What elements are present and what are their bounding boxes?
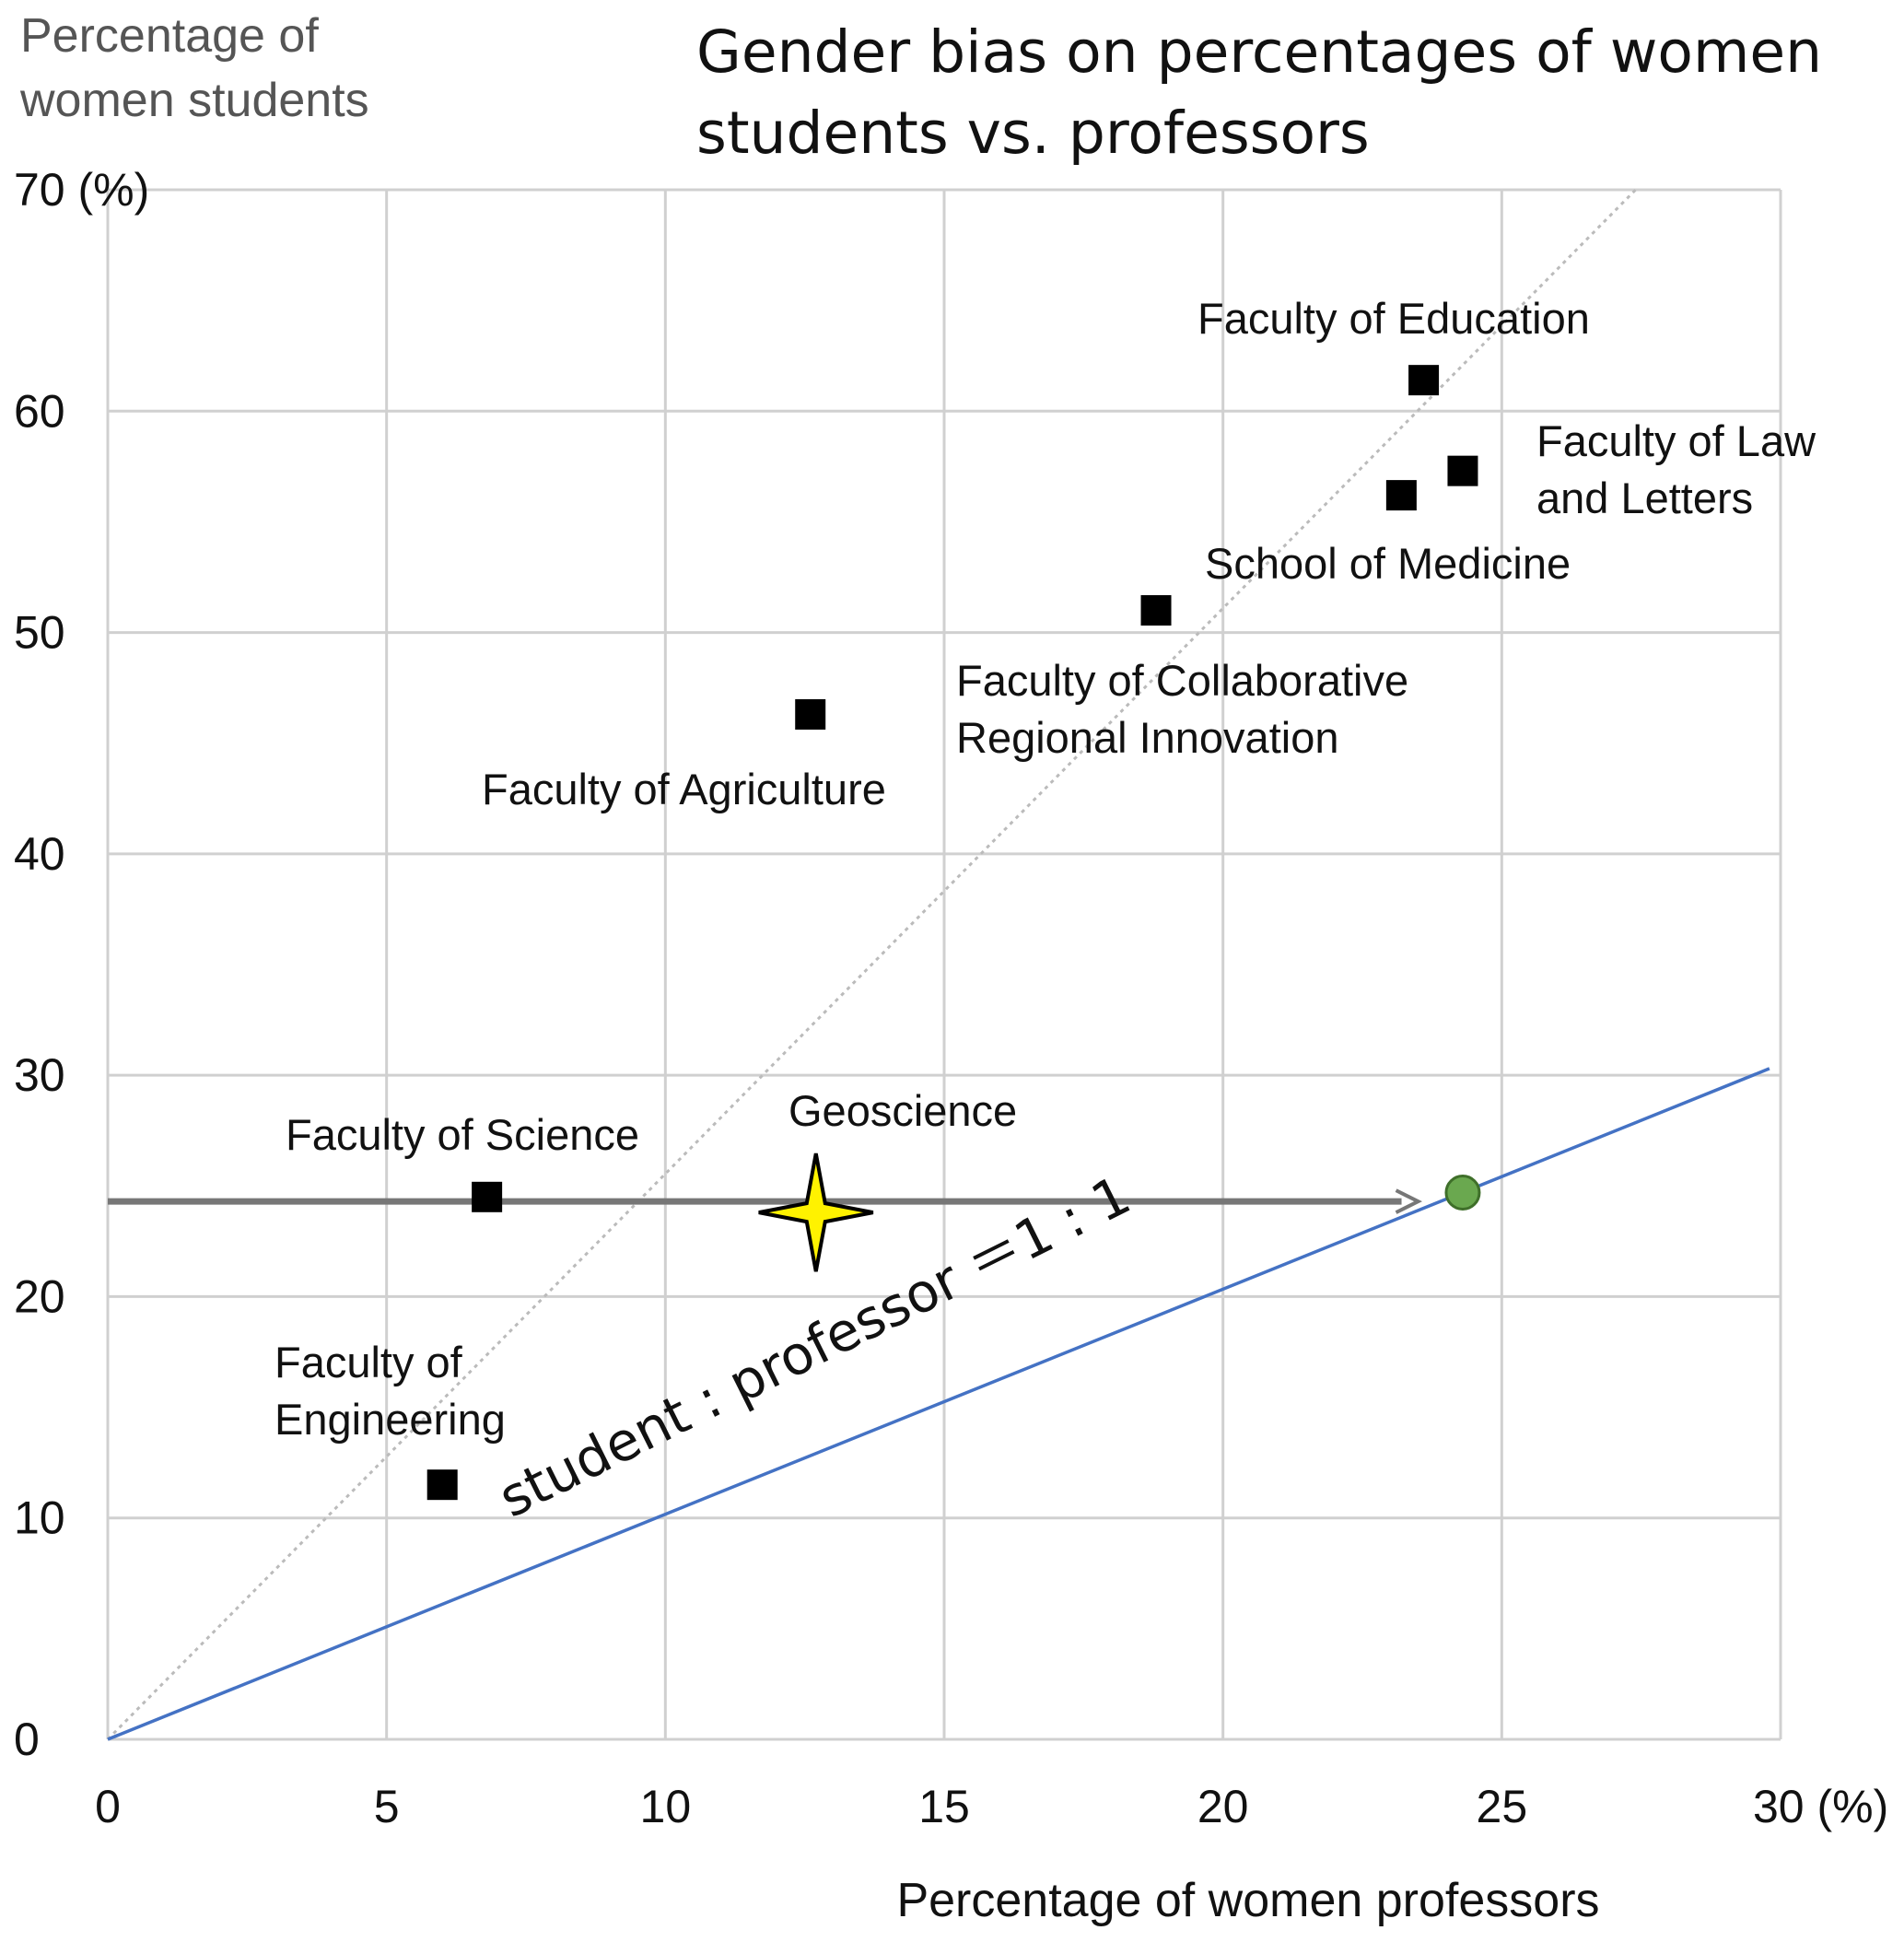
data-point-label: Faculty of Collaborative <box>956 656 1408 705</box>
y-tick-label: 10 <box>14 1492 65 1544</box>
y-axis-ticks: 0 10 20 30 40 50 60 70 (%) <box>14 164 149 1765</box>
data-point-label: Faculty of Agriculture <box>482 765 886 813</box>
data-point <box>426 1469 458 1501</box>
geoscience-star <box>758 1152 874 1272</box>
y-tick-label: 70 (%) <box>14 164 149 216</box>
data-point-label: Faculty of <box>275 1338 463 1386</box>
x-tick-label: 10 <box>640 1781 692 1832</box>
y-tick-label: 30 <box>14 1049 65 1101</box>
reference-lines: student : professor ＝1 : 1 <box>106 188 1770 1741</box>
y-tick-label: 20 <box>14 1270 65 1322</box>
chart-title-line: Gender bias on percentages of women <box>696 18 1822 86</box>
data-point-label: Faculty of Education <box>1197 294 1590 343</box>
y-tick-label: 60 <box>14 385 65 437</box>
y-axis-title: Percentage of women students <box>19 9 369 127</box>
ratio-line <box>107 1067 1770 1741</box>
y-axis-title-line: women students <box>19 74 369 127</box>
x-tick-label: 5 <box>374 1781 400 1832</box>
data-point <box>1140 595 1172 626</box>
data-points <box>426 365 1481 1501</box>
data-point-label: Regional Innovation <box>956 713 1338 762</box>
data-point <box>1408 365 1440 396</box>
chart-title-line: students vs. professors <box>696 99 1370 167</box>
arrow-head <box>1395 1188 1423 1214</box>
data-point <box>472 1181 503 1212</box>
x-axis-ticks: 0 5 10 15 20 25 30 (%) <box>95 1781 1888 1832</box>
chart-title: Gender bias on percentages of women stude… <box>696 18 1822 167</box>
data-point <box>1447 455 1478 486</box>
x-tick-label: 25 <box>1477 1781 1528 1832</box>
x-axis-title: Percentage of women professors <box>896 1874 1599 1927</box>
target-point <box>1444 1174 1481 1211</box>
y-axis-title-line: Percentage of <box>20 9 319 63</box>
x-tick-label: 20 <box>1197 1781 1249 1832</box>
data-point-label: Engineering <box>275 1395 506 1444</box>
y-tick-label: 50 <box>14 607 65 659</box>
data-point-label: Faculty of Science <box>286 1110 639 1159</box>
point-labels: Faculty of Education Faculty of Law and Le… <box>275 294 1816 1444</box>
gridlines <box>106 188 1782 1741</box>
y-tick-label: 40 <box>14 828 65 880</box>
x-tick-label: 30 (%) <box>1753 1781 1888 1832</box>
data-point-label: Faculty of Law <box>1536 416 1816 465</box>
x-tick-label: 0 <box>95 1781 121 1832</box>
y-tick-label: 0 <box>14 1714 40 1765</box>
diagonal-reference-line <box>106 188 1637 1741</box>
geoscience-label: Geoscience <box>788 1086 1017 1135</box>
data-point-label: and Letters <box>1536 474 1753 522</box>
data-point-label: School of Medicine <box>1205 539 1571 588</box>
data-point <box>1385 480 1417 511</box>
data-point <box>795 698 826 730</box>
x-tick-label: 15 <box>918 1781 970 1832</box>
